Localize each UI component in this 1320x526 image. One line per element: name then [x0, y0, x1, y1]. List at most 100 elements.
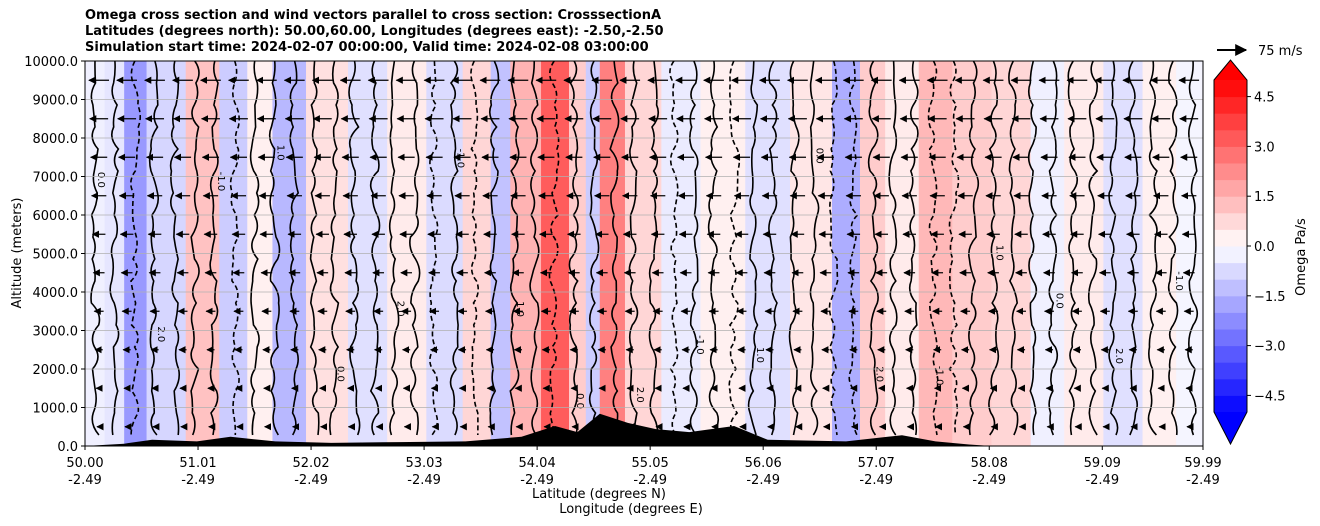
contour-line — [488, 61, 500, 436]
colorbar-outline — [1213, 59, 1248, 446]
x-tick-label-latitude: 50.00 — [66, 456, 103, 471]
contour-label: 1.0 — [993, 245, 1004, 261]
contour-label: 1.0 — [514, 301, 525, 317]
colorbar-tick-label: 1.5 — [1254, 190, 1275, 205]
contour-line — [289, 61, 300, 436]
colorbar-band — [1214, 113, 1247, 131]
contour-line — [369, 61, 381, 436]
y-tick-label: 3000.0 — [33, 325, 79, 340]
contour-line — [529, 61, 540, 436]
contour-line — [628, 61, 639, 436]
contour-label: 2.0 — [874, 366, 885, 382]
x-tick-label-latitude: 59.99 — [1184, 456, 1221, 471]
colorbar-tick-label: −3.0 — [1254, 340, 1286, 355]
colorbar-ticks: 4.5 3.0 1.5 0.0 −1.5 −3.0 −4.5 — [1247, 91, 1286, 404]
contour-line — [329, 61, 340, 436]
contour-line — [429, 61, 439, 436]
contour-label: 0.0 — [1053, 293, 1064, 309]
contour-line — [867, 61, 879, 436]
contour-label: 0.0 — [335, 366, 346, 382]
x-axis-label-longitude: Longitude (degrees E) — [559, 502, 703, 517]
x-tick-label-latitude: 51.01 — [179, 456, 216, 471]
contour-label: -1.0 — [454, 149, 465, 169]
contour-line — [169, 61, 181, 436]
colorbar-tick-label: 0.0 — [1254, 240, 1275, 255]
x-tick-label-longitude: -2.49 — [68, 473, 102, 488]
contour-line — [568, 61, 579, 436]
x-tick-label-longitude: -2.49 — [746, 473, 780, 488]
wind-key-label: 75 m/s — [1258, 44, 1303, 59]
contour-line — [348, 61, 361, 436]
colorbar-band — [1214, 262, 1247, 280]
colorbar — [1213, 59, 1248, 446]
colorbar-band — [1214, 129, 1247, 147]
contour-line — [609, 61, 620, 436]
contour-line — [669, 61, 679, 436]
contour-line — [968, 61, 980, 436]
contour-line — [209, 61, 219, 436]
contour-line — [809, 61, 820, 436]
x-tick-label-latitude: 52.02 — [292, 456, 329, 471]
contour-line — [109, 61, 120, 436]
x-tick-label-longitude: -2.49 — [1186, 473, 1220, 488]
x-tick-label-longitude: -2.49 — [520, 473, 554, 488]
contour-line — [1067, 61, 1079, 436]
contour-line — [1027, 61, 1038, 436]
x-tick-label-longitude: -2.49 — [859, 473, 893, 488]
x-tick-label-longitude: -2.49 — [407, 473, 441, 488]
y-tick-label: 7000.0 — [33, 171, 79, 186]
chart-title-line-2: Latitudes (degrees north): 50.00,60.00, … — [85, 24, 664, 39]
colorbar-tick-label: −4.5 — [1254, 389, 1286, 404]
colorbar-band — [1214, 395, 1247, 413]
colorbar-band — [1214, 312, 1247, 330]
y-tick-label: 8000.0 — [33, 132, 79, 147]
contour-line — [309, 61, 320, 436]
x-tick-label-latitude: 57.07 — [858, 456, 895, 471]
y-tick-label: 9000.0 — [33, 94, 79, 109]
contour-label: 0.0 — [814, 148, 825, 164]
wind-key: 75 m/s — [1217, 44, 1303, 59]
contour-line — [588, 61, 600, 436]
contour-line — [888, 61, 898, 436]
contour-line — [1187, 61, 1199, 436]
plot-area: 0.0 2.0 -1.0 1.0 0.0 2.0 -1.0 1.0 0.0 2.0 -1.0 1.0 0… — [85, 61, 1203, 446]
contour-line — [948, 61, 960, 436]
horizontal-gridlines — [85, 61, 1203, 446]
colorbar-band — [1214, 80, 1247, 98]
x-tick-label-latitude: 56.06 — [745, 456, 782, 471]
contour-line — [828, 61, 839, 436]
colorbar-band — [1214, 212, 1247, 230]
colorbar-band — [1214, 229, 1247, 247]
colorbar-band — [1214, 196, 1247, 214]
y-tick-label: 1000.0 — [33, 402, 79, 417]
contour-line — [927, 61, 939, 436]
contour-label: 2.0 — [155, 326, 166, 342]
wind-vectors — [88, 76, 1200, 431]
contour-line — [1048, 61, 1059, 436]
contour-line — [388, 61, 400, 436]
y-tick-label: 6000.0 — [33, 209, 79, 224]
y-tick-label: 10000.0 — [24, 55, 78, 70]
contour-line — [988, 61, 1000, 436]
x-tick-label-latitude: 55.05 — [632, 456, 669, 471]
colorbar-band — [1214, 146, 1247, 164]
contour-label: 1.0 — [754, 347, 765, 363]
chart-title-line-3: Simulation start time: 2024-02-07 00:00:… — [85, 40, 649, 55]
x-tick-label-latitude: 58.08 — [971, 456, 1008, 471]
colorbar-band — [1214, 163, 1247, 181]
colorbar-band — [1214, 246, 1247, 264]
contour-line — [190, 61, 200, 436]
colorbar-band — [1214, 362, 1247, 380]
colorbar-tick-label: 4.5 — [1254, 91, 1275, 106]
x-tick-label-longitude: -2.49 — [181, 473, 215, 488]
x-axis-label-latitude: Latitude (degrees N) — [532, 487, 666, 502]
contour-line — [1087, 61, 1099, 436]
contour-label: 0.0 — [574, 393, 585, 409]
contour-label: -1.0 — [215, 172, 226, 192]
contour-label: -1.0 — [694, 335, 705, 355]
contour-line — [648, 61, 660, 436]
contour-label: 2.0 — [1113, 348, 1124, 364]
contour-label: 2.0 — [394, 301, 405, 317]
colorbar-band — [1214, 345, 1247, 363]
